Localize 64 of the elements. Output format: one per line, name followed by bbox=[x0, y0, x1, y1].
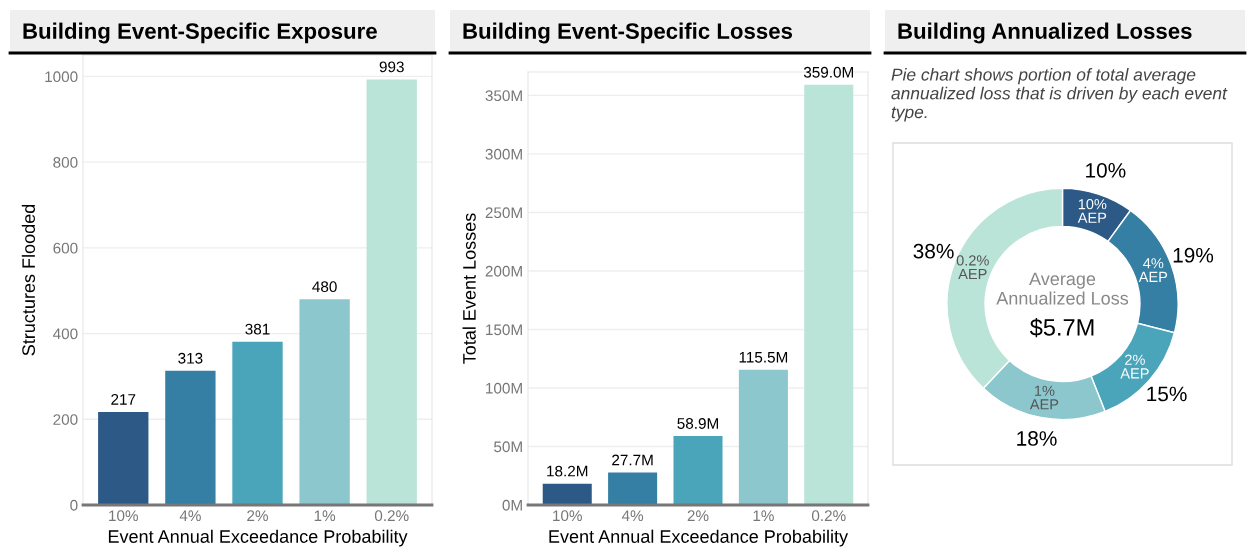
text: Average Annualized Loss bbox=[996, 272, 1129, 305]
data-label: 18.2M bbox=[547, 465, 588, 477]
slice-label: 10% AEP bbox=[1077, 199, 1107, 223]
bar bbox=[542, 483, 592, 505]
bar bbox=[738, 369, 788, 505]
bar bbox=[804, 84, 854, 505]
bar bbox=[366, 79, 417, 505]
y-tick-label: 600 bbox=[53, 242, 78, 254]
chart-title: Building Event-Specific Exposure bbox=[23, 22, 377, 44]
x-tick-label: 10% bbox=[553, 510, 582, 522]
data-label: 359.0M bbox=[803, 66, 853, 78]
y-tick-label: 1000 bbox=[45, 71, 78, 83]
bar bbox=[673, 436, 723, 505]
data-label: 381 bbox=[245, 323, 270, 335]
y-tick-label: 250M bbox=[485, 207, 522, 219]
bar bbox=[608, 472, 658, 505]
x-tick-label: 0.2% bbox=[374, 510, 409, 522]
y-axis-title: Total Event Losses bbox=[462, 213, 476, 364]
text: $5.7M bbox=[1029, 318, 1094, 338]
slice-label: 0.2% AEP bbox=[956, 255, 989, 280]
chart-title: Building Event-Specific Losses bbox=[463, 22, 793, 44]
x-tick-label: 2% bbox=[687, 510, 709, 522]
y-tick-label: 0 bbox=[70, 499, 78, 511]
x-tick-label: 2% bbox=[247, 510, 268, 522]
x-tick-label: 1% bbox=[314, 510, 336, 522]
slice-label: 2% AEP bbox=[1120, 354, 1149, 379]
data-label: 15% bbox=[1147, 386, 1187, 402]
y-axis-title: Structures Flooded bbox=[21, 204, 36, 356]
y-tick-label: 300M bbox=[485, 148, 522, 160]
bar bbox=[232, 341, 283, 505]
x-tick-label: 1% bbox=[753, 510, 774, 522]
data-label: 993 bbox=[379, 61, 404, 73]
data-label: 18% bbox=[1017, 431, 1057, 446]
x-tick-label: 4% bbox=[179, 510, 201, 522]
y-tick-label: 400 bbox=[53, 328, 78, 340]
slice-label: 4% AEP bbox=[1138, 258, 1168, 282]
x-tick-label: 4% bbox=[621, 510, 644, 522]
y-tick-label: 150M bbox=[486, 324, 522, 336]
data-label: 58.9M bbox=[677, 418, 718, 429]
data-label: 480 bbox=[312, 281, 337, 293]
slice-label: 1% AEP bbox=[1029, 385, 1059, 410]
y-tick-label: 0M bbox=[502, 499, 522, 511]
y-tick-label: 100M bbox=[486, 382, 522, 394]
y-tick-label: 350M bbox=[485, 90, 522, 102]
chart-subtitle: Pie chart shows portion of total average annualized loss that is driven by each event type. bbox=[891, 68, 1228, 122]
y-tick-label: 50M bbox=[494, 441, 522, 453]
data-label: 27.7M bbox=[612, 454, 653, 466]
bar bbox=[98, 412, 149, 505]
data-label: 217 bbox=[111, 394, 136, 405]
chart-title: Building Annualized Losses bbox=[898, 22, 1192, 44]
data-label: 10% bbox=[1086, 162, 1126, 178]
x-tick-label: 0.2% bbox=[811, 510, 846, 522]
data-label: 115.5M bbox=[739, 351, 788, 363]
x-axis-title: Event Annual Exceedance Probability bbox=[549, 529, 849, 547]
data-label: 19% bbox=[1173, 247, 1214, 263]
x-axis-title: Event Annual Exceedance Probability bbox=[108, 529, 408, 547]
y-tick-label: 200M bbox=[485, 265, 522, 277]
y-tick-label: 800 bbox=[53, 157, 78, 168]
bar bbox=[165, 370, 216, 505]
y-tick-label: 200 bbox=[53, 414, 78, 425]
data-label: 38% bbox=[913, 243, 954, 259]
bar bbox=[299, 299, 350, 505]
x-tick-label: 10% bbox=[109, 510, 139, 522]
data-label: 313 bbox=[178, 352, 203, 364]
